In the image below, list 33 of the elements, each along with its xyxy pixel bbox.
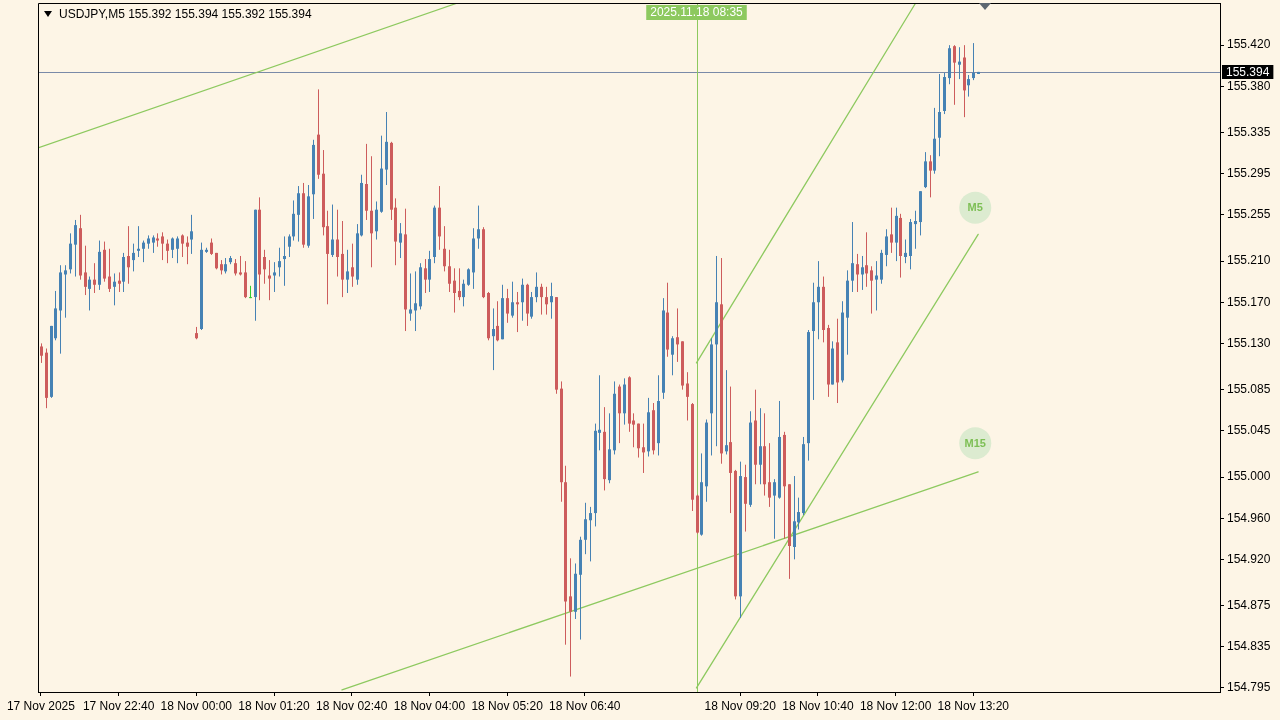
x-tick-label: 17 Nov 2025 xyxy=(6,698,76,713)
x-tick-label: 18 Nov 01:20 xyxy=(238,698,311,713)
y-tick-label: 154.875 xyxy=(1227,597,1271,612)
y-tick-label: 154.795 xyxy=(1227,680,1271,695)
x-tick-label: 18 Nov 12:00 xyxy=(859,698,932,713)
ref-line-label: 155.394 xyxy=(1226,64,1270,79)
y-tick-label: 155.000 xyxy=(1227,469,1271,484)
x-tick-label: 18 Nov 06:40 xyxy=(549,698,621,713)
y-tick-label: 155.420 xyxy=(1227,37,1271,52)
y-tick-label: 155.335 xyxy=(1227,124,1271,139)
x-tick-label: 18 Nov 09:20 xyxy=(704,698,777,713)
x-tick-label: 18 Nov 04:00 xyxy=(393,698,466,713)
x-tick-label: 17 Nov 22:40 xyxy=(82,698,155,713)
x-tick-label: 18 Nov 05:20 xyxy=(471,698,544,713)
y-tick-label: 155.210 xyxy=(1227,253,1271,268)
y-tick-label: 155.380 xyxy=(1227,78,1271,93)
ref-line-label: 2025.11.18 08:35 xyxy=(650,5,744,20)
y-tick-label: 155.170 xyxy=(1227,294,1271,309)
annotation: M5 xyxy=(967,201,983,214)
x-tick-label: 18 Nov 13:20 xyxy=(937,698,1010,713)
y-tick-label: 154.960 xyxy=(1227,510,1271,525)
y-tick-label: 155.085 xyxy=(1227,381,1271,396)
x-tick-label: 18 Nov 10:40 xyxy=(782,698,854,713)
y-tick-label: 155.130 xyxy=(1227,335,1271,350)
annotation: M15 xyxy=(964,436,986,449)
y-tick-label: 154.835 xyxy=(1227,639,1271,654)
y-tick-label: 155.295 xyxy=(1227,166,1271,181)
x-tick-label: 18 Nov 02:40 xyxy=(316,698,388,713)
x-tick-label: 18 Nov 00:00 xyxy=(160,698,233,713)
chart-title: USDJPY,M5 155.392 155.394 155.392 155.394 xyxy=(59,7,312,21)
y-tick-label: 155.045 xyxy=(1227,423,1271,438)
y-tick-label: 154.920 xyxy=(1227,551,1271,566)
y-tick-label: 155.255 xyxy=(1227,207,1271,222)
